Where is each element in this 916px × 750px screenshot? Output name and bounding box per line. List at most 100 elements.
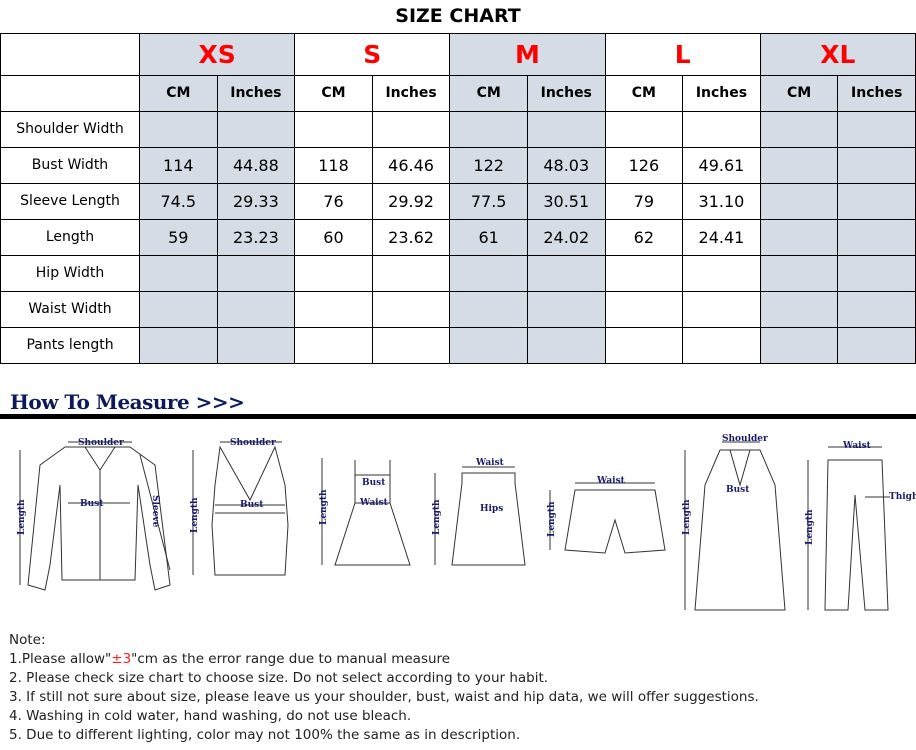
coat-illustration: Shoulder Bust Length (682, 434, 786, 611)
waist-label: Waist (842, 441, 872, 451)
unit-header: Inches (371, 74, 451, 112)
size-header-l: L (604, 32, 761, 76)
value-cell (216, 290, 296, 328)
shoulder-label: Shoulder (78, 438, 124, 448)
value-cell: 118 (294, 146, 373, 184)
size-chart-table: SIZE CHART XS S M L XL CM Inches CM Inches CM Inc… (0, 0, 916, 364)
unit-header: Inches (216, 74, 296, 112)
size-header-xs: XS (138, 32, 296, 76)
size-header-xl: XL (759, 32, 916, 76)
table-row: Waist Width (0, 290, 916, 328)
unit-header: CM (449, 74, 528, 112)
length-label: Length (805, 509, 815, 545)
shoulder-label: Shoulder (722, 434, 768, 444)
waist-label: Waist (596, 476, 626, 486)
note-5: 5. Due to different lighting, color may … (9, 727, 521, 743)
dress-illustration: Bust Waist Length (319, 458, 411, 566)
value-cell (216, 254, 296, 292)
value-cell (682, 290, 761, 328)
value-cell (371, 254, 451, 292)
table-row: Length 59 23.23 60 23.62 61 24.02 62 24.41 (0, 218, 916, 256)
value-cell (294, 326, 373, 364)
value-cell (216, 110, 296, 148)
value-cell (526, 110, 606, 148)
value-cell: 122 (449, 146, 528, 184)
value-cell: 24.02 (526, 218, 606, 256)
table-row: Hip Width (0, 254, 916, 292)
value-cell: 77.5 (449, 182, 528, 220)
value-cell (682, 110, 761, 148)
row-label: Bust Width (0, 146, 140, 184)
measurement-illustrations: Shoulder Bust Sleeve Length Shoulder Bus… (17, 434, 916, 611)
unit-header: CM (294, 74, 373, 112)
value-cell (837, 326, 916, 364)
value-cell: 30.51 (526, 182, 606, 220)
value-cell (449, 326, 528, 364)
bust-label: Bust (726, 485, 750, 495)
value-cell (759, 110, 839, 148)
row-label: Waist Width (0, 290, 140, 328)
value-cell (604, 110, 684, 148)
waist-label: Waist (359, 498, 389, 508)
pants-illustration: Waist Thigh Length (805, 441, 916, 611)
value-cell (759, 182, 839, 220)
hips-label: Hips (480, 504, 503, 514)
value-cell (682, 254, 761, 292)
value-cell (371, 326, 451, 364)
length-label: Length (17, 499, 27, 535)
value-cell: 23.62 (371, 218, 451, 256)
table-row: Shoulder Width (0, 110, 916, 148)
value-cell (294, 254, 373, 292)
row-label: Shoulder Width (0, 110, 140, 148)
value-cell: 60 (294, 218, 373, 256)
notes: Note: 1.Please allow"±3"cm as the error … (9, 631, 759, 745)
value-cell (604, 326, 684, 364)
table-row: Pants length (0, 326, 916, 364)
value-cell (682, 326, 761, 364)
bust-label: Bust (362, 478, 386, 488)
tank-top-illustration: Shoulder Bust Length (190, 438, 289, 576)
value-cell (216, 326, 296, 364)
corner-cell (0, 74, 140, 112)
value-cell (837, 146, 916, 184)
shorts-illustration: Waist Length (547, 476, 666, 554)
value-cell (604, 290, 684, 328)
value-cell (837, 218, 916, 256)
value-cell (604, 254, 684, 292)
row-label: Pants length (0, 326, 140, 364)
value-cell: 74.5 (139, 182, 218, 220)
value-cell: 59 (139, 218, 218, 256)
bust-label: Bust (240, 500, 264, 510)
unit-header: Inches (526, 74, 606, 112)
value-cell (759, 326, 839, 364)
note-4: 4. Washing in cold water, hand washing, … (9, 708, 412, 724)
how-to-measure-heading: How To Measure >>> (10, 390, 245, 414)
value-cell: 29.92 (371, 182, 451, 220)
value-cell (139, 326, 218, 364)
value-cell (371, 110, 451, 148)
row-label: Length (0, 218, 140, 256)
unit-header: CM (604, 74, 684, 112)
tolerance-value: ±3 (111, 651, 132, 667)
bust-label: Bust (80, 499, 104, 509)
value-cell: 29.33 (216, 182, 296, 220)
skirt-illustration: Waist Hips Length (432, 458, 526, 566)
value-cell (837, 110, 916, 148)
value-cell (139, 110, 218, 148)
value-cell: 31.10 (682, 182, 761, 220)
row-label: Sleeve Length (0, 182, 140, 220)
length-label: Length (432, 499, 442, 535)
value-cell: 79 (604, 182, 684, 220)
value-cell (759, 290, 839, 328)
value-cell (837, 290, 916, 328)
value-cell: 62 (604, 218, 684, 256)
value-cell (837, 182, 916, 220)
value-cell (294, 110, 373, 148)
note-text: "cm as the error range due to manual mea… (131, 651, 451, 667)
chart-title: SIZE CHART (395, 5, 521, 28)
note-2: 2. Please check size chart to choose siz… (9, 670, 549, 686)
value-cell (139, 254, 218, 292)
value-cell (526, 326, 606, 364)
value-cell (449, 110, 528, 148)
unit-header: Inches (682, 74, 761, 112)
